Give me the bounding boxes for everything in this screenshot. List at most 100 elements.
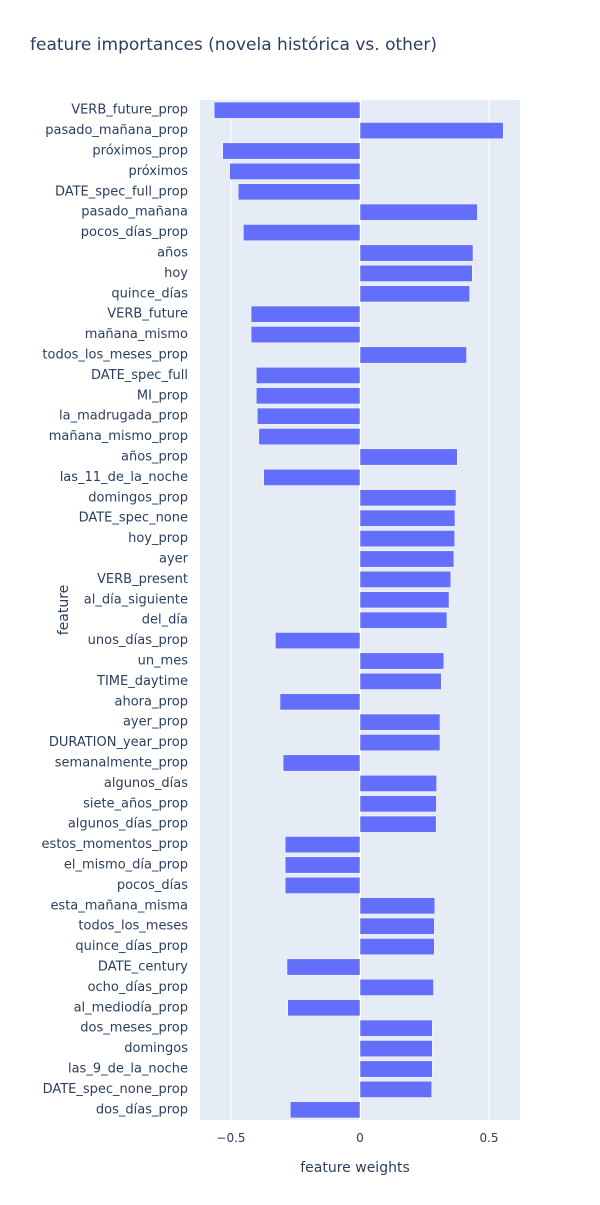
x-tick-labels: −0.5 0 0.5 <box>216 1131 498 1145</box>
bar-semanalmente_prop <box>282 754 361 772</box>
bar-las_11_de_la_noche <box>263 468 361 486</box>
y-tick-label: pasado_mañana <box>81 205 188 220</box>
bar-unos_días_prop <box>275 632 361 650</box>
bar-el_mismo_día_prop <box>284 856 361 874</box>
bar-DURATION_year_prop <box>359 734 441 752</box>
y-tick-label: DATE_spec_none_prop <box>43 1082 188 1097</box>
y-tick-label: próximos_prop <box>92 144 188 159</box>
y-tick-label: ayer_prop <box>123 715 188 730</box>
bar-domingos_prop <box>359 489 457 507</box>
y-tick-label: pasado_mañana_prop <box>45 123 188 138</box>
y-tick-label: el_mismo_día_prop <box>64 858 188 873</box>
y-tick-label: TIME_daytime <box>96 674 188 689</box>
y-tick-label: ayer <box>159 552 189 567</box>
y-tick-label: DATE_spec_full <box>91 368 188 383</box>
bar-hoy <box>359 264 473 282</box>
y-axis-title: feature <box>56 585 72 636</box>
y-tick-label: DURATION_year_prop <box>49 735 188 750</box>
bar-pasado_mañana_prop <box>359 122 504 140</box>
y-tick-label: un_mes <box>138 654 189 669</box>
y-tick-label: próximos <box>128 164 188 179</box>
bar-pocos_días_prop <box>243 224 361 242</box>
y-tick-labels: VERB_future_prop pasado_mañana_prop próxim… <box>42 103 189 1118</box>
bar-VERB_future <box>250 305 361 323</box>
y-tick-label: domingos_prop <box>88 490 188 505</box>
x-axis-title: feature weights <box>300 1160 410 1176</box>
y-tick-label: MI_prop <box>137 388 188 403</box>
bar-TIME_daytime <box>359 672 442 690</box>
bar-series <box>213 101 504 1119</box>
bar-hoy_prop <box>359 530 455 548</box>
bar-pocos_días <box>284 876 361 894</box>
bar-siete_años_prop <box>359 795 437 813</box>
y-tick-label: las_11_de_la_noche <box>60 470 188 485</box>
bar-ayer <box>359 550 455 568</box>
bar-pasado_mañana <box>359 203 478 221</box>
y-tick-label: VERB_present <box>97 572 188 587</box>
y-tick-label: mañana_mismo <box>85 327 188 342</box>
bar-próximos <box>229 162 361 180</box>
y-tick-label: del_día <box>142 613 188 628</box>
y-tick-label: años_prop <box>121 450 188 465</box>
y-tick-label: años <box>157 246 188 261</box>
y-tick-label: dos_meses_prop <box>80 1021 188 1036</box>
y-tick-label: DATE_spec_none <box>79 511 188 526</box>
y-tick-label: hoy <box>164 266 188 281</box>
y-tick-label: semanalmente_prop <box>55 756 188 771</box>
y-tick-label: la_madrugada_prop <box>59 409 188 424</box>
y-tick-label: las_9_de_la_noche <box>68 1062 188 1077</box>
bar-algunos_días <box>359 774 437 792</box>
y-tick-label: quince_días <box>111 286 188 301</box>
bar-ahora_prop <box>279 693 361 711</box>
bar-DATE_spec_none <box>359 509 456 527</box>
bar-mañana_mismo <box>250 326 361 344</box>
y-tick-label: unos_días_prop <box>88 633 188 648</box>
x-tick-label: 0 <box>356 1131 364 1145</box>
bar-domingos <box>359 1040 433 1058</box>
y-tick-label: ocho_días_prop <box>88 980 188 995</box>
y-tick-label: siete_años_prop <box>83 796 188 811</box>
y-tick-label: todos_los_meses_prop <box>42 348 188 363</box>
y-tick-label: DATE_century <box>98 960 188 975</box>
bar-años_prop <box>359 448 458 466</box>
y-tick-label: al_mediodía_prop <box>74 1000 188 1015</box>
bar-al_mediodía_prop <box>287 999 361 1017</box>
bar-todos_los_meses <box>359 917 435 935</box>
y-tick-label: dos_días_prop <box>96 1102 188 1117</box>
y-tick-label: VERB_future <box>107 307 188 322</box>
chart-title: feature importances (novela histórica vs… <box>30 35 437 55</box>
y-tick-label: algunos_días <box>104 776 188 791</box>
bar-VERB_future_prop <box>213 101 361 119</box>
bar-ocho_días_prop <box>359 978 434 996</box>
bar-años <box>359 244 474 262</box>
bar-dos_meses_prop <box>359 1019 433 1037</box>
bar-MI_prop <box>256 387 361 405</box>
bar-DATE_spec_full_prop <box>237 183 361 201</box>
bar-estos_momentos_prop <box>284 836 361 854</box>
y-tick-label: pocos_días_prop <box>81 225 188 240</box>
bar-DATE_spec_none_prop <box>359 1080 432 1098</box>
bar-del_día <box>359 611 448 629</box>
x-tick-label: 0.5 <box>479 1131 498 1145</box>
bar-al_día_siguiente <box>359 591 450 609</box>
y-tick-label: quince_días_prop <box>75 939 188 954</box>
y-tick-label: mañana_mismo_prop <box>49 429 188 444</box>
y-tick-label: VERB_future_prop <box>71 103 188 118</box>
y-tick-label: domingos <box>124 1041 188 1056</box>
bar-algunos_días_prop <box>359 815 437 833</box>
bar-quince_días_prop <box>359 938 435 956</box>
y-tick-label: estos_momentos_prop <box>42 837 188 852</box>
x-tick-label: −0.5 <box>216 1131 245 1145</box>
bar-próximos_prop <box>222 142 361 160</box>
y-tick-label: DATE_spec_full_prop <box>55 184 188 199</box>
bar-la_madrugada_prop <box>257 407 361 425</box>
y-tick-label: esta_mañana_misma <box>50 898 188 913</box>
bar-un_mes <box>359 652 445 670</box>
bar-mañana_mismo_prop <box>258 428 361 446</box>
bar-ayer_prop <box>359 713 441 731</box>
bar-dos_días_prop <box>290 1101 361 1119</box>
bar-DATE_century <box>286 958 361 976</box>
y-tick-label: ahora_prop <box>115 694 189 709</box>
y-tick-label: pocos_días <box>117 878 188 893</box>
